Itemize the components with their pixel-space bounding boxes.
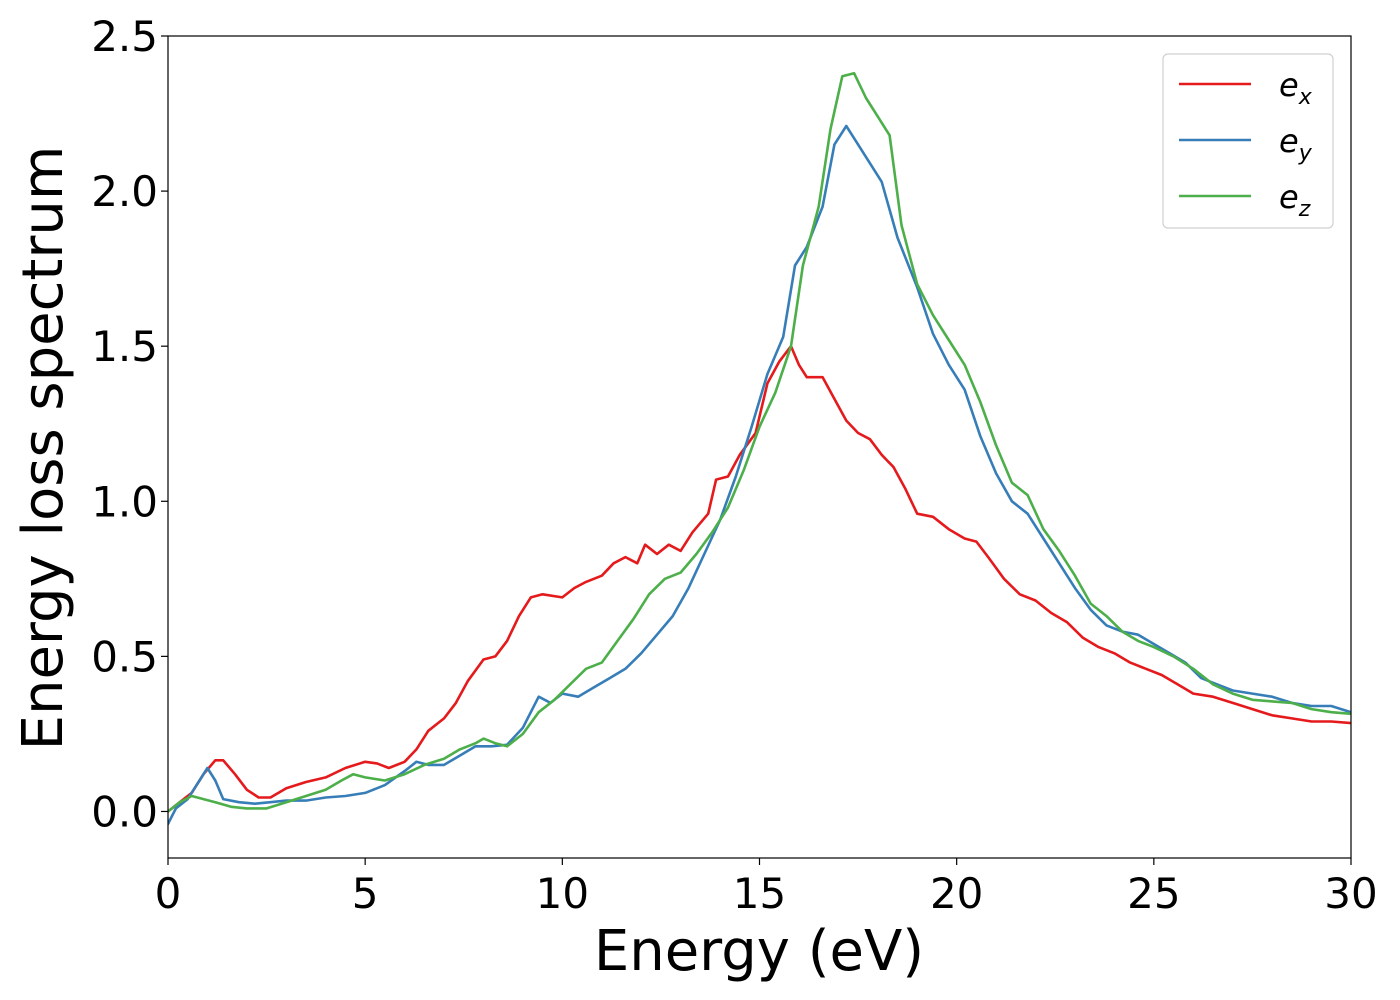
legend-label-e-z: ez xyxy=(1279,178,1311,222)
axes: 0 5 10 15 20 25 30 0.0 0.5 1.0 1.5 2.0 2.5 xyxy=(91,12,1378,918)
plot-area xyxy=(168,71,1351,826)
legend: ex ey ez xyxy=(1162,53,1334,229)
x-tick-label: 30 xyxy=(1324,869,1377,918)
series-line-e-z xyxy=(168,71,1351,813)
y-tick-label: 2.0 xyxy=(91,167,158,216)
y-axis-label: Energy loss spectrum xyxy=(11,146,76,751)
series-line-e-x xyxy=(168,344,1351,813)
x-axis-label: Energy (eV) xyxy=(594,919,924,984)
y-tick-label: 1.5 xyxy=(91,322,158,371)
x-tick-label: 5 xyxy=(352,869,379,918)
legend-label-e-x: ex xyxy=(1279,66,1313,110)
x-tick-label: 20 xyxy=(930,869,983,918)
x-tick-label: 25 xyxy=(1127,869,1180,918)
x-tick-label: 0 xyxy=(155,869,182,918)
y-tick-label: 0.5 xyxy=(91,632,158,681)
legend-label-e-y: ey xyxy=(1279,122,1313,166)
x-tick-label: 10 xyxy=(536,869,589,918)
y-tick-label: 1.0 xyxy=(91,477,158,526)
y-tick-label: 2.5 xyxy=(91,12,158,61)
y-tick-label: 0.0 xyxy=(91,787,158,836)
x-tick-label: 15 xyxy=(733,869,786,918)
